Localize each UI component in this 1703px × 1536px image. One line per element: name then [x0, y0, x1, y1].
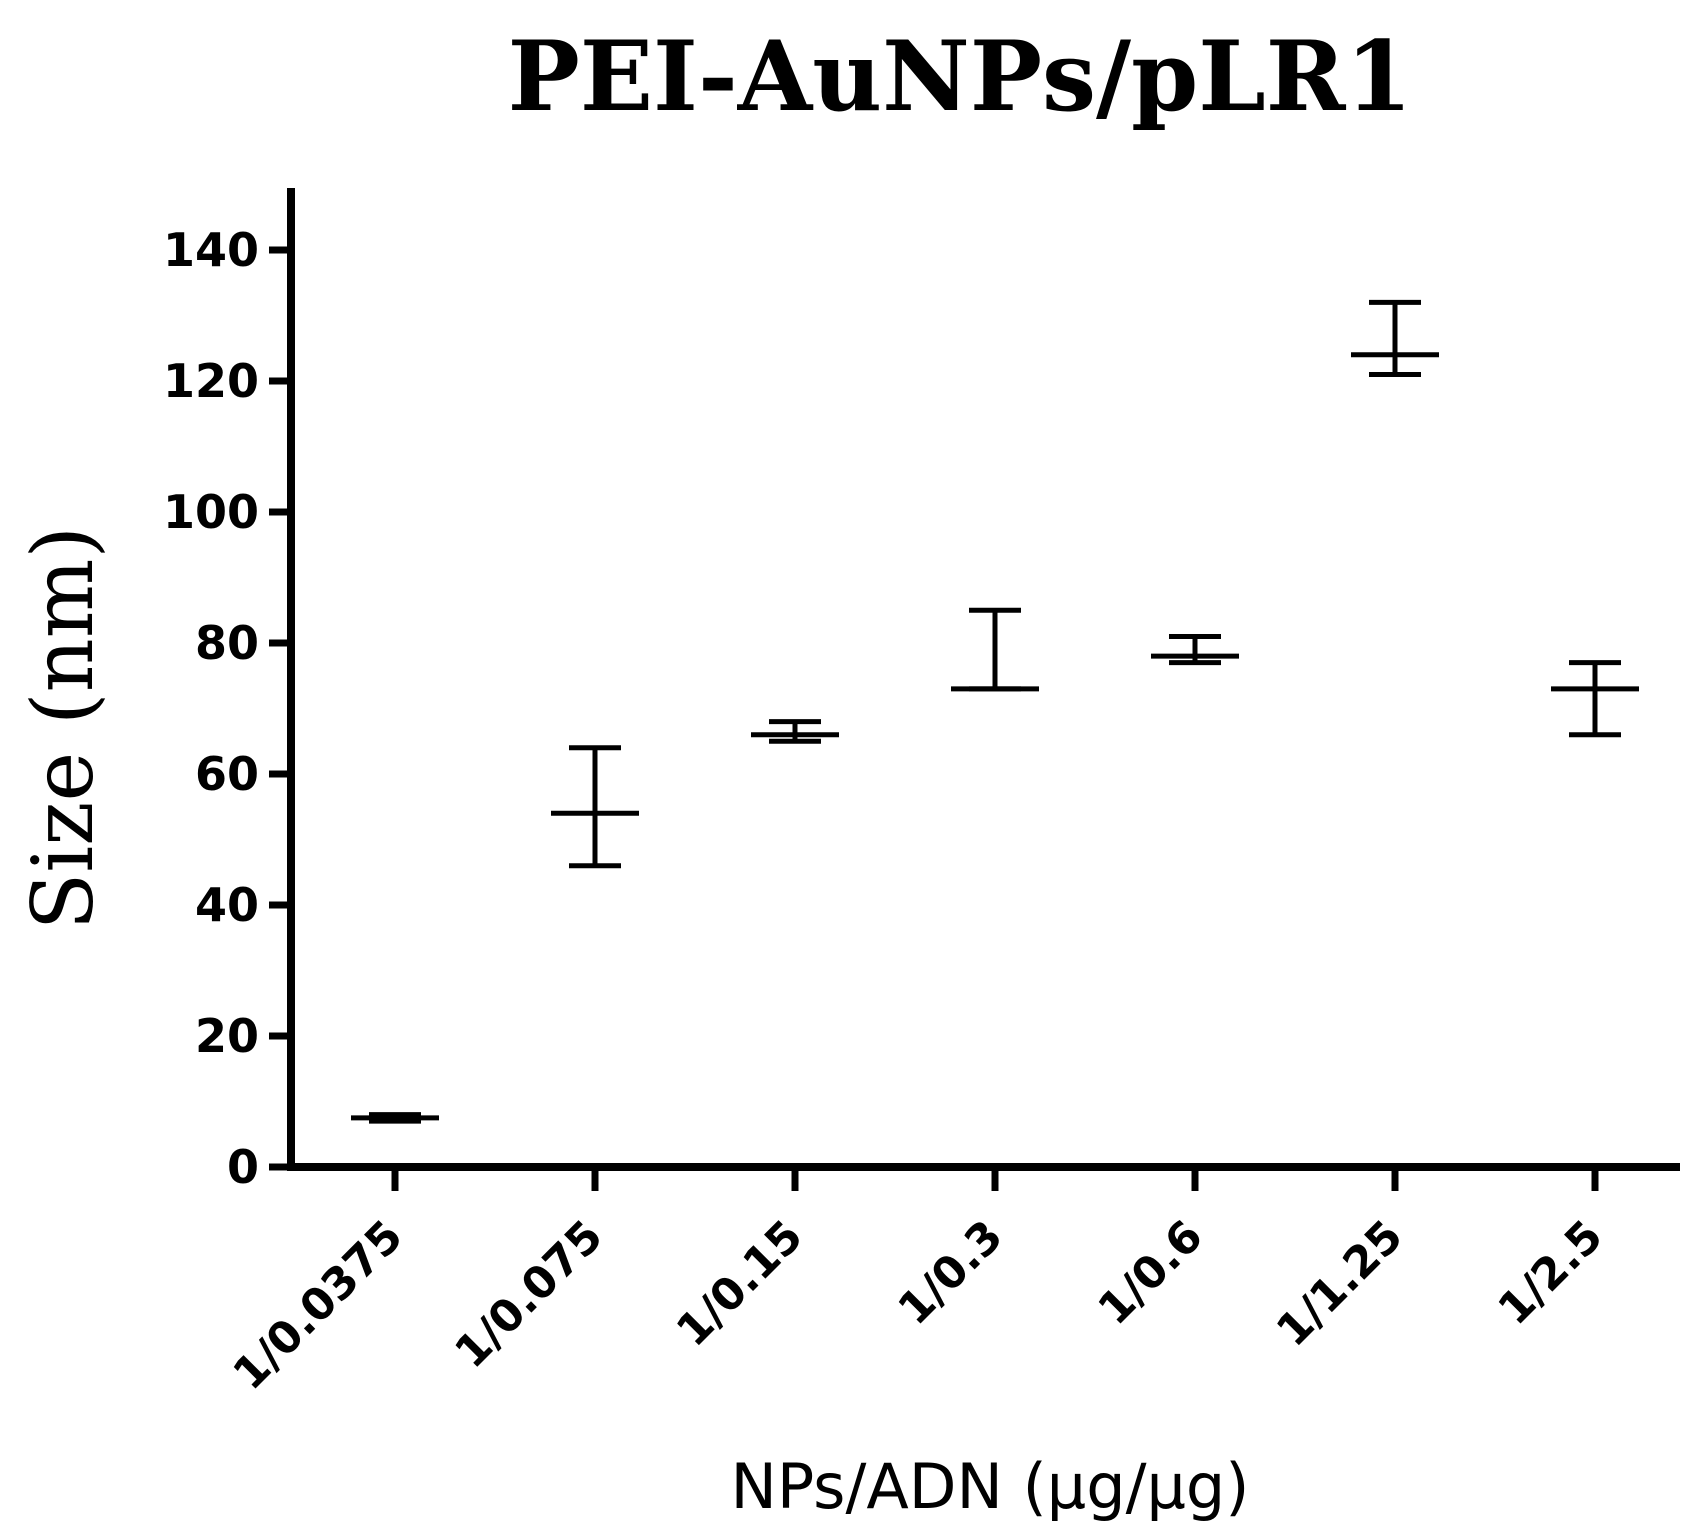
y-tick-label: 0: [227, 1140, 259, 1194]
error-bars: [351, 299, 1639, 1124]
x-tick-label: 1/0.075: [445, 1211, 612, 1378]
x-axis-label: NPs/ADN (μg/μg): [731, 1450, 1250, 1523]
y-tick-label: 100: [163, 485, 259, 539]
error-bar: [551, 745, 639, 869]
error-bar: [951, 607, 1039, 692]
y-tick-label: 120: [163, 354, 259, 408]
y-tick-label: 20: [195, 1009, 259, 1063]
y-axis-ticks: 0 20 40 60 80 100 120 140: [163, 223, 291, 1194]
x-tick-label: 1/1.25: [1267, 1211, 1413, 1357]
y-tick-label: 140: [163, 223, 259, 277]
x-axis-ticks: 1/0.0375 1/0.075 1/0.15 1/0.3 1/0.6 1/1.25 1/2…: [224, 1167, 1613, 1400]
error-bar: [1351, 299, 1439, 377]
x-tick-label: 1/0.3: [889, 1211, 1013, 1335]
error-bar: [1551, 660, 1639, 738]
x-tick-label: 1/0.0375: [224, 1211, 413, 1400]
x-tick-label: 1/0.15: [667, 1211, 813, 1357]
error-bar: [351, 1112, 439, 1124]
x-tick-label: 1/2.5: [1489, 1211, 1613, 1335]
y-axis-label: Size (nm): [14, 526, 112, 930]
x-tick-label: 1/0.6: [1089, 1211, 1213, 1335]
y-tick-label: 40: [195, 878, 259, 932]
error-bar: [1151, 633, 1239, 666]
y-tick-label: 60: [195, 747, 259, 801]
error-bar: [751, 719, 839, 744]
chart-title: PEI-AuNPs/pLR1: [508, 20, 1413, 133]
y-tick-label: 80: [195, 616, 259, 670]
